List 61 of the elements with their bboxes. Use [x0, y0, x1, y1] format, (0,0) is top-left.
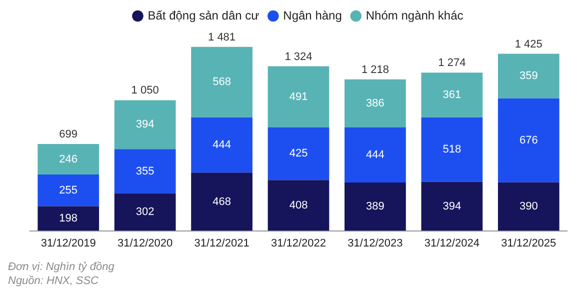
- bar: [114, 100, 176, 150]
- data-label: 389: [366, 200, 384, 213]
- x-tick-label: 31/12/2021: [194, 237, 250, 250]
- data-label: 408: [289, 199, 308, 212]
- data-label: 246: [59, 153, 78, 166]
- x-tick-label: 31/12/2022: [270, 237, 326, 250]
- data-label: 568: [212, 76, 231, 88]
- legend-label: Ngân hàng: [283, 8, 342, 22]
- bar: [38, 144, 100, 175]
- text: Đơn vị: Nghìn tỷ đồng: [8, 261, 116, 273]
- total-label: 1 050: [131, 84, 159, 97]
- data-label: 355: [136, 165, 154, 178]
- data-label: 359: [519, 70, 538, 82]
- bar: [268, 180, 330, 231]
- x-tick-label: 31/12/2020: [118, 237, 173, 250]
- data-label: 444: [366, 148, 384, 161]
- data-label: 676: [519, 134, 538, 146]
- bar: [268, 66, 330, 128]
- bar: [421, 182, 483, 231]
- total-label: 699: [59, 128, 78, 140]
- bar: [114, 149, 176, 194]
- data-label: 390: [519, 200, 538, 213]
- data-label: 394: [442, 200, 462, 212]
- total-label: 1 481: [208, 31, 236, 44]
- bar: [498, 98, 560, 182]
- x-tick-label: 31/12/2019: [40, 237, 96, 250]
- total-label: 1 324: [284, 50, 312, 63]
- bar: [191, 46, 252, 118]
- bar: [498, 182, 560, 231]
- x-tick-label: 31/12/2025: [501, 237, 556, 250]
- bar: [38, 206, 100, 231]
- bar: [191, 172, 252, 231]
- data-label: 198: [59, 212, 78, 225]
- text: Nguồn: HNX, SSC: [8, 275, 99, 287]
- data-label: 394: [136, 118, 154, 131]
- bar: [344, 79, 406, 128]
- bar: [498, 54, 560, 98]
- data-label: 386: [366, 97, 384, 110]
- bar: [114, 193, 176, 231]
- x-tick-label: 31/12/2024: [424, 237, 480, 250]
- bar: [421, 117, 483, 182]
- data-label: 491: [289, 90, 308, 103]
- data-label: 425: [289, 148, 308, 160]
- data-label: 444: [212, 139, 231, 152]
- legend-label: Bất động sản dân cư: [148, 8, 260, 22]
- total-label: 1 274: [438, 57, 466, 70]
- x-tick-label: 31/12/2023: [348, 237, 403, 250]
- data-label: 255: [59, 184, 78, 196]
- total-label: 1 218: [361, 64, 389, 76]
- data-label: 468: [212, 196, 231, 208]
- data-label: 361: [442, 89, 462, 102]
- legend-label: Nhóm ngành khác: [366, 8, 464, 22]
- bar: [268, 127, 330, 180]
- total-label: 1 425: [514, 38, 542, 50]
- data-label: 302: [136, 206, 154, 218]
- data-label: 518: [442, 144, 462, 156]
- bar: [191, 117, 252, 173]
- bar: [421, 72, 483, 118]
- bar: [38, 174, 100, 206]
- bar: [344, 182, 406, 231]
- bar: [344, 127, 406, 182]
